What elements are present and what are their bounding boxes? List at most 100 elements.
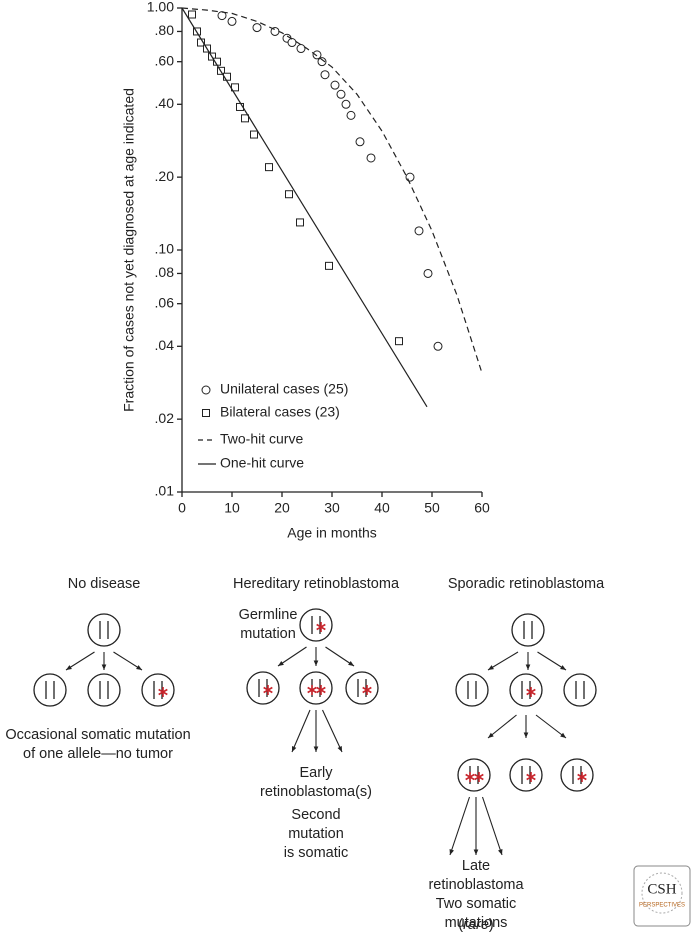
- diagram-text: Germline: [239, 607, 298, 623]
- curve: [181, 7, 483, 374]
- arrow-head: [560, 732, 566, 738]
- point: [317, 57, 327, 67]
- arrow: [291, 709, 311, 753]
- y-tick-label: .01: [155, 483, 175, 499]
- x-tick-label: 50: [424, 500, 440, 516]
- diagram-text: Two somatic: [436, 896, 517, 912]
- arrow-head: [292, 746, 297, 752]
- cell: [455, 673, 489, 707]
- diagram-text: (: [458, 917, 463, 933]
- x-tick-label: 60: [474, 500, 490, 516]
- diagram: No disease Hereditary retinoblastoma Spora…: [5, 576, 605, 933]
- diagram-text: retinoblastoma: [428, 877, 524, 893]
- y-tick-label: .80: [155, 22, 175, 38]
- point: [433, 341, 443, 351]
- arrow: [487, 714, 517, 739]
- x-tick-label: 10: [224, 500, 240, 516]
- mutation: [316, 623, 326, 631]
- cell: [87, 673, 121, 707]
- point: [366, 153, 376, 163]
- arrow: [537, 651, 567, 671]
- arrow: [277, 646, 307, 667]
- arrow-head: [449, 849, 454, 855]
- arrow: [487, 651, 519, 671]
- legend-label: Unilateral cases (25): [220, 381, 348, 397]
- point: [252, 23, 262, 33]
- arrow-head: [136, 665, 142, 670]
- logo-subtext: PERSPECTIVES: [639, 903, 685, 909]
- y-tick-label: .06: [155, 294, 175, 310]
- diagram-text: Hereditary retinoblastoma: [233, 576, 400, 592]
- point: [395, 337, 403, 346]
- legend-label: One-hit curve: [220, 455, 304, 471]
- cell: [345, 671, 379, 705]
- diagram-text: mutation: [288, 826, 344, 842]
- arrow-head: [560, 665, 566, 670]
- diagram-text: Early: [299, 765, 333, 781]
- legend-swatch: [202, 409, 210, 417]
- logo: CSH PERSPECTIVES: [633, 865, 691, 927]
- arrow-head: [523, 732, 529, 738]
- point: [405, 172, 415, 182]
- point: [312, 50, 322, 60]
- point: [325, 261, 333, 270]
- mutation: [474, 773, 484, 781]
- diagram-text: mutations: [445, 915, 508, 931]
- y-tick-label: .10: [155, 241, 175, 257]
- logo-ring: [641, 872, 683, 914]
- point: [423, 268, 433, 278]
- point: [341, 99, 351, 109]
- mutation: [316, 686, 326, 694]
- diagram-text: mutation: [240, 626, 296, 642]
- y-tick-label: .02: [155, 410, 175, 426]
- legend-label: Bilateral cases (23): [220, 404, 340, 420]
- mutation: [577, 773, 587, 781]
- cell: [87, 613, 121, 647]
- arrow-head: [498, 849, 503, 855]
- point: [296, 44, 306, 54]
- cell: [511, 613, 545, 647]
- arrow: [325, 646, 355, 667]
- legend-swatch: [201, 385, 211, 395]
- point: [346, 110, 356, 120]
- arrow: [65, 651, 95, 671]
- arrow: [535, 714, 567, 739]
- y-tick-label: .40: [155, 95, 175, 111]
- arrow-head: [488, 665, 494, 670]
- arrow-head: [313, 746, 319, 752]
- arrow: [481, 796, 503, 856]
- x-tick-label: 30: [324, 500, 340, 516]
- point: [296, 218, 304, 227]
- diagram-text: (rare): [458, 917, 493, 933]
- mutation: [526, 773, 536, 781]
- arrow-head: [278, 660, 284, 666]
- point: [227, 16, 237, 26]
- y-tick-label: 1.00: [147, 0, 174, 15]
- diagram-text: ): [489, 917, 494, 933]
- y-tick-label: .08: [155, 264, 175, 280]
- arrow: [449, 796, 471, 856]
- diagram-text: Late: [462, 858, 490, 874]
- cell: [33, 673, 67, 707]
- point: [265, 163, 273, 172]
- arrow-head: [525, 664, 531, 670]
- mutation: [263, 686, 273, 694]
- point: [188, 10, 196, 19]
- arrow-head: [313, 660, 319, 666]
- diagram-text: rare: [463, 917, 489, 933]
- x-tick-label: 40: [374, 500, 390, 516]
- arrow: [113, 651, 143, 671]
- point: [285, 190, 293, 199]
- arrow: [322, 709, 343, 753]
- x-tick-label: 20: [274, 500, 290, 516]
- cell: [299, 608, 333, 642]
- point: [287, 38, 297, 48]
- y-tick-label: .60: [155, 52, 175, 68]
- point: [330, 80, 340, 90]
- mutation: [465, 773, 475, 781]
- diagram-text: Second: [291, 807, 340, 823]
- arrow-head: [348, 660, 354, 666]
- arrow-head: [101, 664, 107, 670]
- legend-label: Two-hit curve: [220, 431, 303, 447]
